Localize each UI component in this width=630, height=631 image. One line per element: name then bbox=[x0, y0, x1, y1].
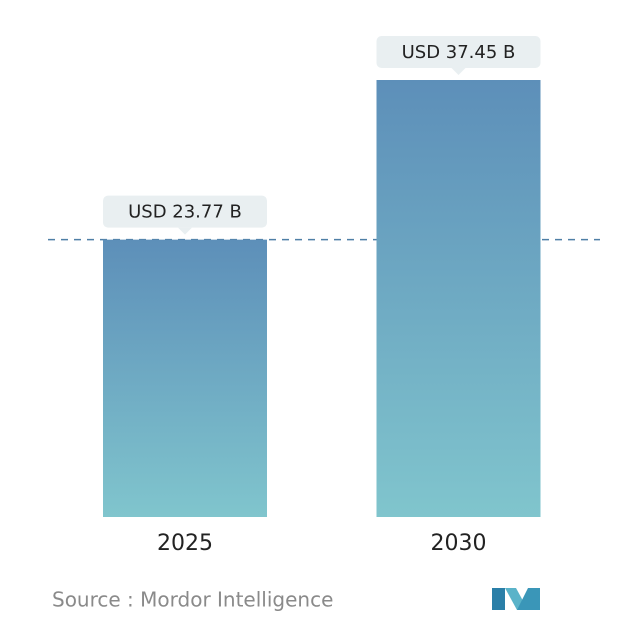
value-label: USD 23.77 B bbox=[128, 202, 242, 223]
label-bubble bbox=[103, 195, 267, 228]
x-tick-label: 2030 bbox=[431, 531, 487, 556]
bar bbox=[376, 80, 541, 517]
bar bbox=[103, 239, 267, 518]
logo bbox=[492, 588, 540, 610]
label-pointer bbox=[178, 227, 192, 235]
source-note: Source : Mordor Intelligence bbox=[52, 588, 333, 612]
x-tick-label: 2025 bbox=[157, 531, 213, 556]
label-pointer bbox=[451, 68, 466, 75]
label-bubble bbox=[376, 36, 541, 68]
value-label: USD 37.45 B bbox=[402, 42, 516, 63]
